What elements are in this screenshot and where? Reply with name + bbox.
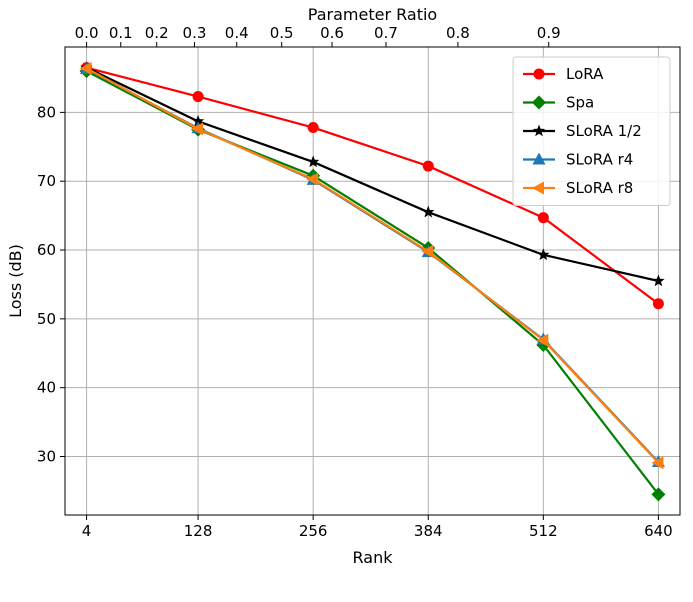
data-point — [79, 61, 92, 75]
data-point — [652, 274, 665, 287]
y-axis-label: Loss (dB) — [6, 244, 25, 318]
top-tick-label: 0.2 — [145, 24, 169, 42]
x-tick-label: 256 — [299, 522, 328, 540]
y-tick-label: 40 — [37, 379, 56, 397]
data-point — [191, 114, 205, 127]
x-tick-label: 4 — [82, 522, 92, 540]
x-tick-label: 512 — [529, 522, 558, 540]
series-line — [86, 66, 660, 305]
x-axis-label: Rank — [353, 548, 394, 567]
data-point — [191, 122, 204, 136]
series-line — [86, 66, 659, 283]
data-point — [422, 205, 435, 218]
data-point — [652, 298, 664, 310]
data-point — [536, 333, 549, 347]
data-point — [307, 122, 319, 134]
legend-label: SLoRA r4 — [566, 151, 633, 169]
legend-box — [512, 56, 671, 206]
legend-label: Spa — [566, 94, 594, 112]
legend-item: SLoRA r4 — [523, 151, 633, 169]
x-tick-label: 384 — [414, 522, 443, 540]
top-tick-label: 0.6 — [320, 24, 344, 42]
y-tick-label: 30 — [37, 448, 56, 466]
legend-item: Spa — [523, 94, 594, 112]
data-point — [537, 212, 549, 224]
top-axis-label: Parameter Ratio — [308, 5, 437, 24]
top-tick-label: 0.5 — [270, 24, 294, 42]
legend: LoRA Spa SLoRA 1/2 SLoRA r4 SLoRA r8 — [512, 56, 671, 206]
series-line — [86, 67, 660, 464]
data-point — [532, 124, 546, 137]
data-point — [651, 487, 666, 502]
y-tick-label: 60 — [37, 241, 56, 259]
data-point — [651, 456, 664, 470]
top-tick-label: 0.3 — [183, 24, 207, 42]
axes: 4 128 256 384 512 640 30 40 50 60 70 80 0.0 0.1 0.2 0.3… — [37, 24, 673, 540]
legend-label: LoRA — [566, 65, 604, 83]
data-point — [533, 68, 545, 80]
data-point — [532, 95, 546, 110]
data-point — [306, 155, 320, 168]
data-point — [537, 248, 550, 261]
data-point — [421, 244, 434, 258]
data-point — [192, 91, 204, 103]
legend-item: SLoRA r8 — [523, 179, 633, 197]
data-point — [306, 172, 319, 186]
x-tick-label: 640 — [644, 522, 673, 540]
y-tick-label: 50 — [37, 310, 56, 328]
y-tick-label: 70 — [37, 172, 56, 190]
plot-frame — [64, 46, 681, 516]
top-tick-label: 0.1 — [109, 24, 133, 42]
top-tick-label: 0.7 — [374, 24, 398, 42]
top-tick-label: 0.9 — [537, 24, 561, 42]
legend-label: SLoRA 1/2 — [566, 122, 642, 140]
data-point — [532, 181, 544, 195]
data-point — [532, 152, 546, 165]
top-tick-label: 0.8 — [446, 24, 470, 42]
data-point — [422, 160, 434, 172]
x-tick-label: 128 — [184, 522, 213, 540]
plot-series — [79, 61, 666, 502]
series — [79, 61, 664, 470]
top-tick-label: 0.4 — [225, 24, 249, 42]
y-tick-label: 80 — [37, 103, 56, 121]
top-tick-label: 0.0 — [75, 24, 99, 42]
legend-item: SLoRA 1/2 — [523, 122, 642, 140]
legend-label: SLoRA r8 — [566, 179, 633, 197]
legend-item: LoRA — [523, 65, 604, 83]
